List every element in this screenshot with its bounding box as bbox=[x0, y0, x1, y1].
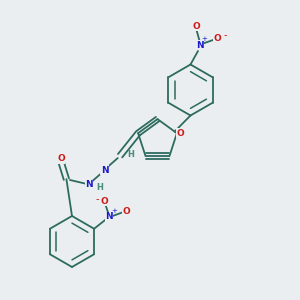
Text: O: O bbox=[213, 34, 221, 43]
Text: O: O bbox=[101, 197, 109, 206]
Text: O: O bbox=[123, 207, 130, 216]
Text: N: N bbox=[196, 40, 203, 50]
Text: N: N bbox=[85, 180, 93, 189]
Text: O: O bbox=[193, 22, 200, 31]
Text: N: N bbox=[101, 166, 108, 175]
Text: +: + bbox=[111, 208, 117, 214]
Text: H: H bbox=[96, 183, 103, 192]
Text: -: - bbox=[224, 30, 227, 40]
Text: -: - bbox=[95, 194, 99, 204]
Text: +: + bbox=[201, 36, 207, 42]
Text: N: N bbox=[105, 212, 113, 221]
Text: O: O bbox=[176, 129, 184, 138]
Text: O: O bbox=[57, 154, 65, 163]
Text: H: H bbox=[128, 150, 134, 159]
